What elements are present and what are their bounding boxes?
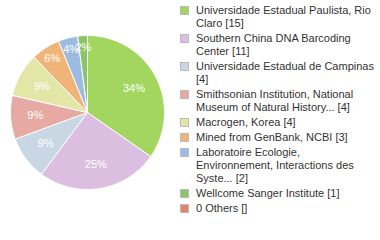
svg-text:9%: 9% xyxy=(34,80,50,92)
html-text:Universidade Estadual Paulista: Universidade Estadual Paulista, Rio Clar… xyxy=(196,4,371,29)
html-text:Macrogen, Korea [4]: Macrogen, Korea [4] xyxy=(196,116,296,128)
svg-text:9%: 9% xyxy=(38,137,54,149)
svg-text:25%: 25% xyxy=(85,158,107,170)
svg-text:4%: 4% xyxy=(63,43,79,56)
html-text:Smithsonian Institution, Natio: Smithsonian Institution, National Museum… xyxy=(196,88,354,113)
svg-text:9%: 9% xyxy=(27,109,43,121)
svg-text:2%: 2% xyxy=(75,41,91,53)
html-text:Universidade Estadual de Campi: Universidade Estadual de Campinas [4] xyxy=(196,60,374,85)
svg-text:34%: 34% xyxy=(123,82,145,94)
html-text:Wellcome Sanger Institute [1]: Wellcome Sanger Institute [1] xyxy=(196,187,340,199)
html-text:Laboratoire Ecologie, Environn: Laboratoire Ecologie, Environnement, Int… xyxy=(196,146,354,184)
svg-text:6%: 6% xyxy=(44,52,60,64)
html-text:Southern China DNA Barcoding C: Southern China DNA Barcoding Center [11] xyxy=(196,32,351,57)
html-text:Mined from GenBank, NCBI [3]: Mined from GenBank, NCBI [3] xyxy=(196,131,348,143)
html-text:0 Others []: 0 Others [] xyxy=(196,202,248,214)
